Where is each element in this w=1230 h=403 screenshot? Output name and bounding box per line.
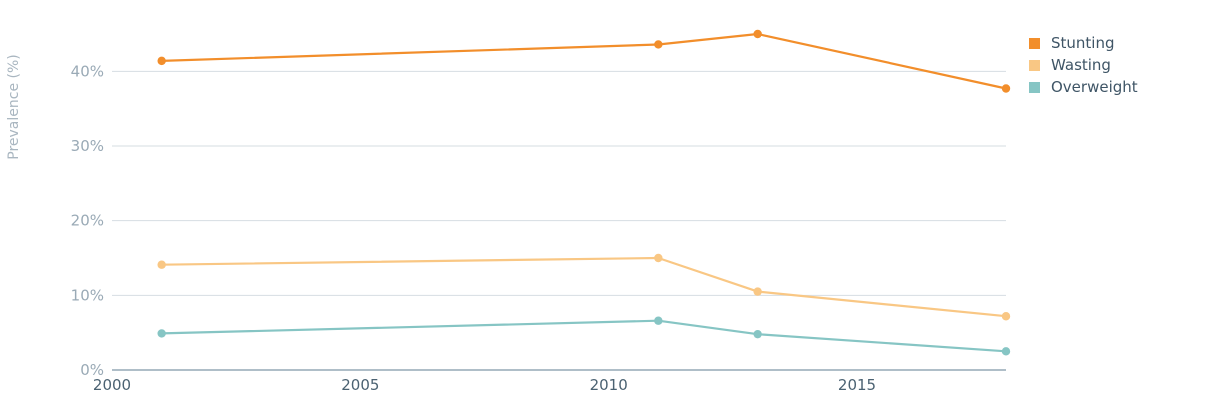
- series-group: [157, 29, 1011, 356]
- x-tick-label: 2010: [590, 376, 628, 394]
- legend: Stunting Wasting Overweight: [1029, 34, 1138, 96]
- y-tick-label: 0%: [80, 361, 104, 379]
- x-tick-label: 2005: [341, 376, 379, 394]
- legend-item-wasting[interactable]: Wasting: [1029, 56, 1111, 74]
- y-axis-tick-labels: 0% 10% 20% 30% 40%: [71, 62, 104, 379]
- data-point[interactable]: [157, 329, 166, 338]
- x-tick-label: 2015: [838, 376, 876, 394]
- x-axis-tick-labels: 2000 2005 2010 2015: [93, 376, 876, 394]
- legend-label: Stunting: [1051, 34, 1115, 52]
- legend-item-stunting[interactable]: Stunting: [1029, 34, 1115, 52]
- series-wasting: [157, 253, 1011, 321]
- data-point[interactable]: [654, 40, 663, 49]
- data-point[interactable]: [753, 29, 762, 39]
- legend-swatch: [1029, 82, 1040, 93]
- series-line: [161, 319, 1007, 353]
- series-stunting: [157, 29, 1011, 93]
- legend-label: Wasting: [1051, 56, 1111, 74]
- data-point[interactable]: [753, 329, 762, 339]
- y-tick-label: 30%: [71, 137, 104, 155]
- y-tick-label: 20%: [71, 212, 104, 230]
- legend-swatch: [1029, 60, 1040, 71]
- series-line: [161, 256, 1007, 318]
- series-line: [161, 32, 1007, 90]
- y-tick-label: 10%: [71, 286, 104, 304]
- grid-lines: [112, 70, 1006, 296]
- y-axis-title: Prevalence (%): [6, 54, 22, 160]
- data-point[interactable]: [654, 253, 663, 263]
- legend-item-overweight[interactable]: Overweight: [1029, 78, 1138, 96]
- x-tick-label: 2000: [93, 376, 131, 394]
- data-point[interactable]: [1001, 347, 1011, 356]
- legend-swatch: [1029, 38, 1040, 49]
- data-point[interactable]: [157, 260, 166, 269]
- data-point[interactable]: [157, 56, 166, 66]
- legend-label: Overweight: [1051, 78, 1138, 96]
- y-tick-label: 40%: [71, 62, 104, 80]
- series-overweight: [157, 316, 1011, 356]
- data-point[interactable]: [1001, 84, 1011, 93]
- data-point[interactable]: [654, 316, 663, 325]
- data-point[interactable]: [753, 287, 762, 296]
- data-point[interactable]: [1001, 312, 1011, 321]
